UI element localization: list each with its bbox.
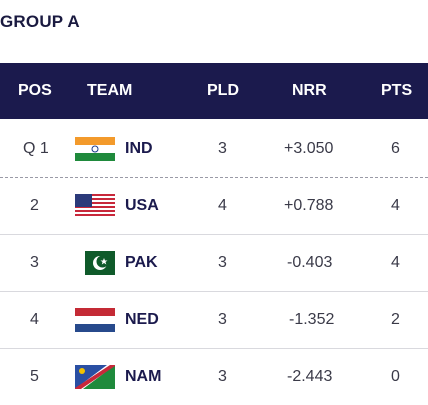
played-cell: 3 bbox=[218, 368, 227, 385]
team-name: IND bbox=[125, 140, 153, 157]
points-cell: 4 bbox=[391, 254, 400, 271]
table-row[interactable]: 4 NED 3 -1.352 2 bbox=[0, 291, 428, 349]
position-cell: Q 1 bbox=[23, 140, 49, 157]
header-nrr: NRR bbox=[292, 82, 327, 99]
nrr-cell: +0.788 bbox=[284, 197, 334, 214]
table-row[interactable]: Q 1 IND 3 +3.050 6 bbox=[0, 120, 428, 178]
position-cell: 4 bbox=[30, 311, 39, 328]
table-row[interactable]: 2 USA 4 +0.788 4 bbox=[0, 177, 428, 235]
points-cell: 6 bbox=[391, 140, 400, 157]
nrr-cell: +3.050 bbox=[284, 140, 334, 157]
played-cell: 4 bbox=[218, 197, 227, 214]
position-cell: 2 bbox=[30, 197, 39, 214]
header-pts: PTS bbox=[381, 82, 413, 99]
header-pos: POS bbox=[18, 82, 52, 99]
team-name: PAK bbox=[125, 254, 158, 271]
points-cell: 4 bbox=[391, 197, 400, 214]
pakistan-flag-icon bbox=[75, 251, 115, 275]
nrr-cell: -2.443 bbox=[287, 368, 333, 385]
position-cell: 5 bbox=[30, 368, 39, 385]
header-pld: PLD bbox=[207, 82, 239, 99]
netherlands-flag-icon bbox=[75, 308, 115, 332]
points-cell: 2 bbox=[391, 311, 400, 328]
played-cell: 3 bbox=[218, 311, 227, 328]
namibia-flag-icon bbox=[75, 365, 115, 389]
points-cell: 0 bbox=[391, 368, 400, 385]
usa-flag-icon bbox=[75, 194, 115, 218]
group-title: GROUP A bbox=[0, 12, 80, 31]
nrr-cell: -1.352 bbox=[289, 311, 335, 328]
nrr-cell: -0.403 bbox=[287, 254, 333, 271]
position-cell: 3 bbox=[30, 254, 39, 271]
team-name: NED bbox=[125, 311, 159, 328]
played-cell: 3 bbox=[218, 140, 227, 157]
team-name: NAM bbox=[125, 368, 162, 385]
table-row[interactable]: 3 PAK 3 -0.403 4 bbox=[0, 234, 428, 292]
team-name: USA bbox=[125, 197, 159, 214]
table-row[interactable]: 5 NAM 3 -2.443 0 bbox=[0, 348, 428, 405]
india-flag-icon bbox=[75, 137, 115, 161]
header-team: TEAM bbox=[87, 82, 133, 99]
played-cell: 3 bbox=[218, 254, 227, 271]
table-header: POS TEAM PLD NRR PTS bbox=[0, 63, 428, 119]
